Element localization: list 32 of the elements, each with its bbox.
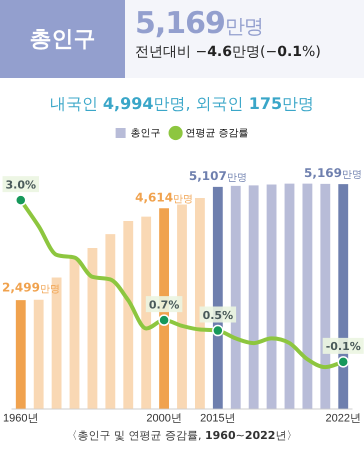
- data-label: 3.0%: [6, 178, 36, 192]
- chart-subtitle: 5,169만명: [135, 6, 263, 41]
- bar: [194, 198, 205, 409]
- text: 〈총인구 및 연평균 증감률, 1960~2022년〉: [66, 429, 298, 442]
- bar: [284, 184, 294, 409]
- legend-label: 연평균 증감률: [186, 128, 248, 139]
- data-label: -0.1%: [326, 340, 361, 354]
- bar: [141, 216, 152, 409]
- data-label: 0.7%: [148, 298, 180, 312]
- bar: [70, 258, 80, 409]
- bar: [16, 300, 26, 409]
- bar: [123, 221, 134, 409]
- x-tick-label: 2022년: [325, 412, 361, 424]
- bar: [34, 300, 44, 409]
- data-label: 5,107만명: [188, 168, 247, 184]
- x-tick-label: 1960년: [3, 412, 39, 424]
- bar: [302, 184, 312, 409]
- x-tick-label: 2015년: [200, 412, 236, 424]
- chart-title: 총인구: [0, 0, 125, 78]
- data-label: 2,499만명: [2, 280, 60, 295]
- bar: [88, 248, 98, 409]
- bar: [248, 185, 259, 409]
- text: 전년대비 −4.6만명(−0.1%): [135, 44, 321, 60]
- text: 내국인 4,994만명, 외국인 175만명: [50, 94, 314, 113]
- legend-label: 총인구: [130, 128, 161, 139]
- data-label: 0.5%: [202, 308, 234, 322]
- bar: [266, 184, 276, 409]
- bar: [177, 204, 187, 409]
- x-tick-label: 2000년: [146, 412, 182, 424]
- data-label: 5,169만명: [304, 166, 362, 181]
- bar: [105, 234, 116, 409]
- data-label: 4,614만명: [135, 190, 194, 205]
